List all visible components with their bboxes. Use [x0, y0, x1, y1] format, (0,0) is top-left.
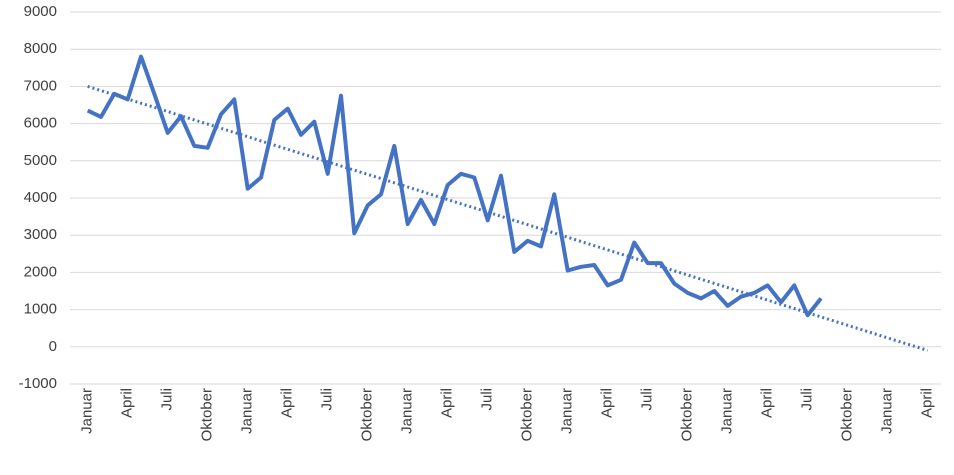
- x-tick-label: Oktober: [679, 388, 696, 441]
- y-tick-label: -1000: [19, 375, 57, 392]
- x-tick-label: Juli: [639, 388, 656, 411]
- y-tick-label: 8000: [24, 40, 57, 57]
- x-tick-label: April: [279, 388, 296, 418]
- y-tick-label: 1000: [24, 301, 57, 318]
- x-tick-label: Oktober: [519, 388, 536, 441]
- x-tick-label: Oktober: [839, 388, 856, 441]
- y-tick-label: 5000: [24, 152, 57, 169]
- x-tick-label: Oktober: [199, 388, 216, 441]
- y-tick-label: 7000: [24, 77, 57, 94]
- x-tick-label: Oktober: [359, 388, 376, 441]
- y-tick-label: 2000: [24, 263, 57, 280]
- data-line: [86, 54, 823, 318]
- x-tick-label: Januar: [879, 388, 896, 434]
- x-tick-label: Juli: [799, 388, 816, 411]
- x-tick-label: Januar: [399, 388, 416, 434]
- x-tick-label: April: [119, 388, 136, 418]
- x-tick-label: Januar: [239, 388, 256, 434]
- x-tick-label: April: [599, 388, 616, 418]
- x-tick-label: Januar: [559, 388, 576, 434]
- y-tick-label: 0: [49, 338, 57, 355]
- x-tick-label: April: [759, 388, 776, 418]
- x-tick-label: April: [439, 388, 456, 418]
- y-tick-label: 6000: [24, 115, 57, 132]
- x-tick-label: Juli: [159, 388, 176, 411]
- x-tick-label: Januar: [719, 388, 736, 434]
- x-tick-label: Januar: [79, 388, 96, 434]
- y-tick-label: 9000: [24, 3, 57, 20]
- y-tick-label: 3000: [24, 226, 57, 243]
- trend-line: [87, 84, 929, 352]
- y-tick-label: 4000: [24, 189, 57, 206]
- x-tick-label: Juli: [479, 388, 496, 411]
- x-tick-label: Juli: [319, 388, 336, 411]
- x-tick-label: April: [919, 388, 936, 418]
